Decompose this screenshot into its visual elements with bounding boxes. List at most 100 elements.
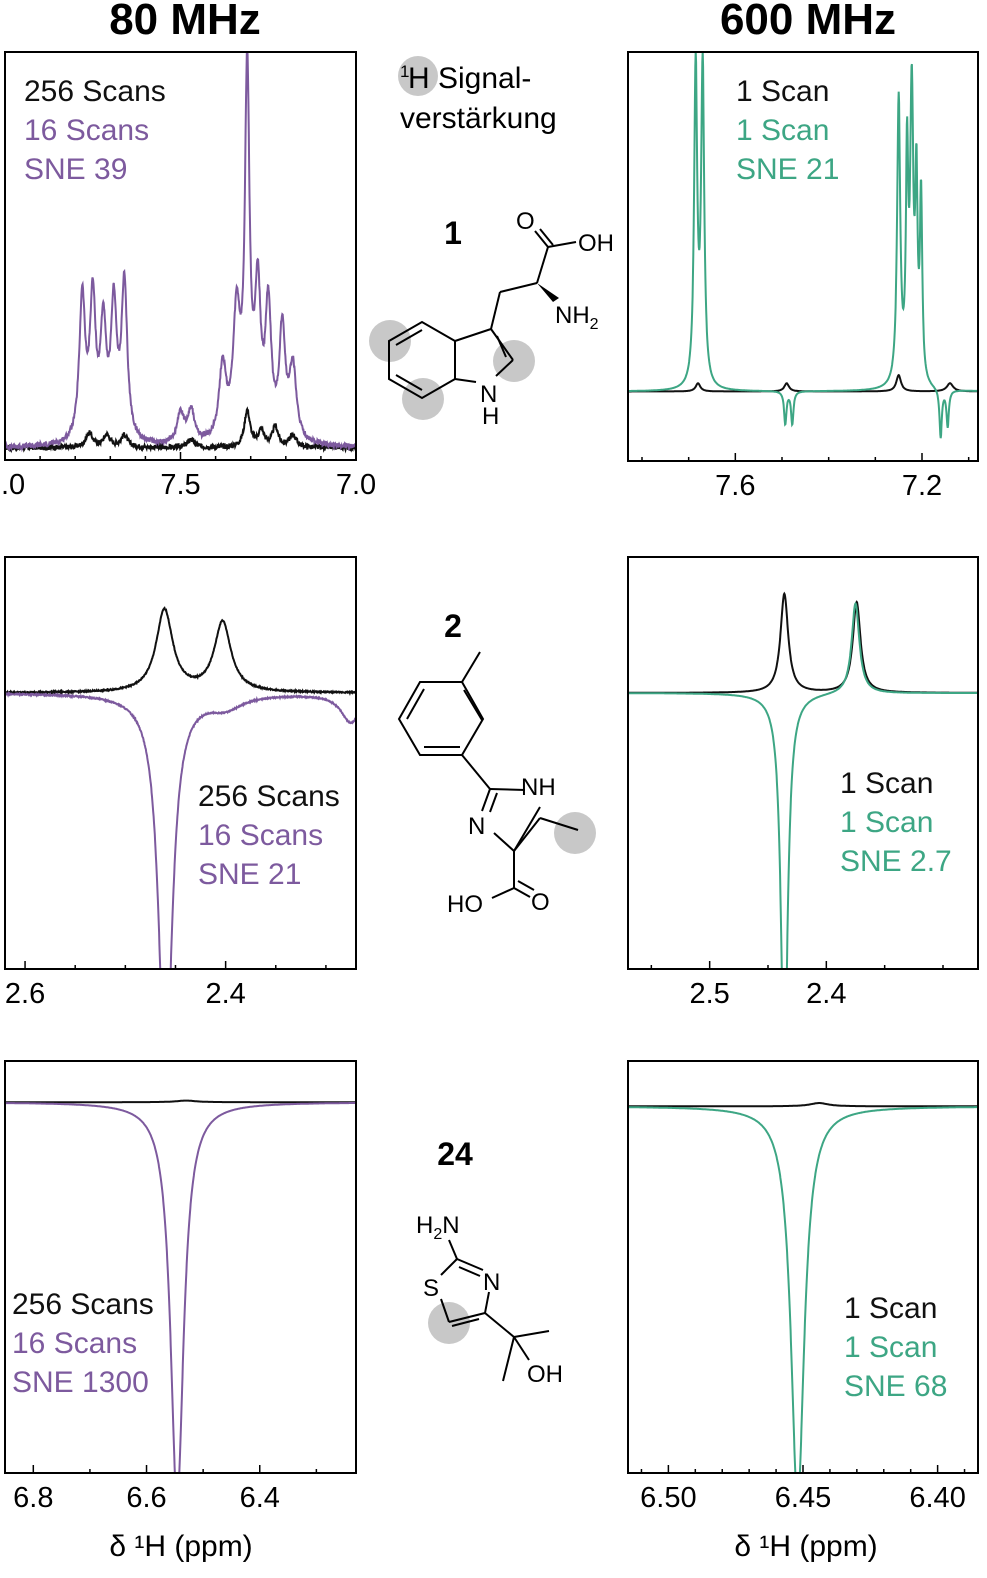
series-line-enhanced — [5, 1102, 356, 1473]
bond — [461, 754, 491, 790]
bond — [448, 1239, 458, 1260]
legend-entry: 1 Scan — [840, 806, 933, 839]
spectrum-panel-80mhz-24: 6.8 6.6 6.4 256 Scans 16 Scans SNE 1300 δ ¹H (… — [4, 1060, 357, 1563]
legend-entry: 1 Scan — [736, 114, 829, 147]
bond — [481, 788, 491, 812]
x-tick-label: 7.0 — [336, 469, 376, 501]
atom-S: S — [423, 1275, 439, 1302]
legend-entry: 1 Scan — [840, 767, 933, 800]
atom-N: N — [468, 813, 485, 840]
bond — [484, 1291, 490, 1314]
atom-NH2: NH2 — [555, 302, 599, 333]
compound-number-24: 24 — [437, 1136, 473, 1172]
x-tick-label: 8.0 — [0, 469, 25, 501]
bond — [484, 1312, 515, 1338]
bond — [490, 291, 501, 330]
spectrum-panel-80mhz-1: 8.0 7.5 7.0 256 Scans 16 Scans SNE 39 — [0, 51, 376, 501]
plot-frame — [627, 51, 979, 462]
bond — [440, 1298, 450, 1323]
series-line-reference — [628, 591, 978, 694]
atom-N: N — [483, 1269, 500, 1296]
compound-number-1: 1 — [444, 215, 462, 251]
bond — [458, 1266, 481, 1277]
bond — [440, 1258, 458, 1276]
enhancement-line2: verstärkung — [400, 102, 557, 135]
x-tick-label: 6.40 — [909, 1482, 965, 1514]
series-line-enhanced — [628, 52, 978, 439]
atom-OH: OH — [578, 230, 614, 257]
highlight-legend-dot — [398, 56, 438, 96]
bond — [499, 282, 538, 293]
x-tick-label: 2.6 — [5, 978, 45, 1010]
spectrum-panel-600mhz-1: 7.6 7.2 1 Scan 1 Scan SNE 21 — [627, 51, 979, 502]
x-tick-label: 6.45 — [775, 1482, 831, 1514]
series-line-reference — [5, 1099, 356, 1104]
x-axis-title: δ ¹H (ppm) — [109, 1530, 252, 1563]
bond — [395, 329, 423, 346]
wedge-bond — [537, 283, 559, 302]
spectrum-panel-600mhz-24: 6.50 6.45 6.40 1 Scan 1 Scan SNE 68 δ ¹H (ppm) — [627, 1060, 979, 1563]
bond — [397, 681, 485, 756]
header-80mhz: 80 MHz — [109, 0, 261, 44]
plot-frame — [627, 556, 979, 970]
legend-entry: 1 Scan — [844, 1292, 937, 1325]
signal-enhancement-label: 1 H Signal- verstärkung — [398, 56, 557, 135]
bond — [539, 228, 554, 246]
bond — [513, 806, 541, 852]
bond — [489, 788, 526, 791]
bond — [517, 880, 535, 891]
legend-entry: 16 Scans — [198, 819, 323, 852]
x-tick-label: 6.6 — [126, 1482, 166, 1514]
x-tick-label: 2.4 — [205, 978, 245, 1010]
highlight-dot — [493, 340, 535, 382]
bond — [495, 359, 514, 377]
bond — [490, 328, 514, 361]
x-tick-label: 6.4 — [240, 1482, 280, 1514]
legend-entry: SNE 39 — [24, 153, 127, 186]
bond — [395, 374, 423, 391]
bond — [489, 792, 498, 813]
x-tick-label: 7.2 — [902, 470, 942, 502]
series-line-reference — [628, 1102, 978, 1108]
bond — [461, 651, 481, 683]
bond — [491, 887, 515, 899]
atom-OH: OH — [527, 1361, 563, 1388]
atom-NH: NH — [521, 774, 556, 801]
structure-compound-1: O OH NH2 N H — [369, 208, 614, 430]
atom-O: O — [516, 208, 535, 235]
bond — [493, 832, 515, 852]
x-tick-label: 6.8 — [13, 1482, 53, 1514]
x-tick-label: 7.5 — [160, 469, 200, 501]
x-tick-label: 2.5 — [690, 978, 730, 1010]
highlight-dot — [554, 812, 596, 854]
bond — [448, 1312, 486, 1323]
atom-H2N: H2N — [416, 1212, 460, 1243]
enhancement-line1: H Signal- — [408, 62, 531, 95]
plot-frame — [4, 556, 357, 970]
bond — [463, 689, 483, 721]
bond — [502, 1336, 515, 1382]
spectrum-panel-600mhz-2: 2.5 2.4 1 Scan 1 Scan SNE 2.7 — [627, 556, 979, 1010]
structure-compound-2: NH N HO O — [397, 651, 596, 918]
bond — [539, 817, 579, 831]
series-line-enhanced — [5, 52, 356, 453]
bond — [451, 1318, 480, 1327]
structure-compound-24: H2N S N OH — [416, 1212, 563, 1388]
series-line-enhanced — [628, 601, 978, 969]
legend-entry: 256 Scans — [12, 1288, 154, 1321]
enhancement-sup: 1 — [400, 62, 409, 81]
x-tick-label: 2.4 — [806, 978, 846, 1010]
legend-entry: 1 Scan — [736, 75, 829, 108]
highlight-dot — [428, 1302, 470, 1344]
bond — [513, 887, 531, 898]
series-line-reference — [5, 606, 356, 697]
bond — [496, 335, 507, 358]
highlight-dot — [402, 378, 444, 420]
legend-entry: 1 Scan — [844, 1331, 937, 1364]
bond — [534, 230, 549, 248]
series-line-reference — [5, 406, 356, 454]
legend-entry: 256 Scans — [198, 780, 340, 813]
atom-O: O — [531, 889, 550, 916]
bond — [454, 328, 492, 342]
